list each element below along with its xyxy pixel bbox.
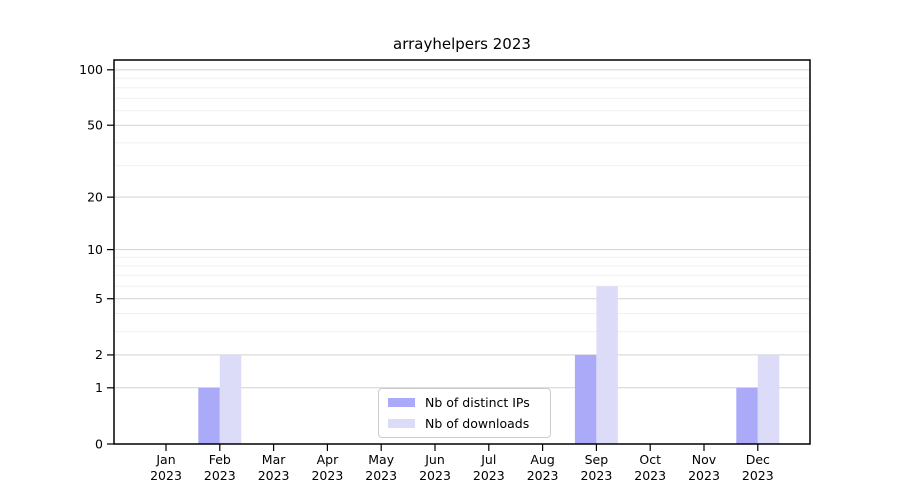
x-tick-label-year: 2023	[634, 468, 666, 483]
x-tick-label-year: 2023	[419, 468, 451, 483]
legend-label-distinct-ips: Nb of distinct IPs	[425, 395, 530, 411]
bar-sep-distinct-ips	[574, 354, 597, 444]
x-tick-label-month: Oct	[639, 452, 661, 467]
x-tick-label-year: 2023	[580, 468, 612, 483]
legend-label-downloads: Nb of downloads	[425, 415, 530, 431]
plot-border	[113, 59, 811, 445]
x-tick-label-month: Dec	[746, 452, 770, 467]
x-tick-label-year: 2023	[742, 468, 774, 483]
y-tick-label: 20	[87, 189, 103, 204]
bar-feb-distinct-ips	[198, 387, 220, 444]
y-tick-label: 2	[95, 347, 103, 362]
x-tick-label-month: Feb	[209, 452, 231, 467]
y-tick-label: 0	[95, 436, 103, 451]
y-tick-label: 50	[87, 118, 103, 133]
x-tick-label-month: Mar	[262, 452, 286, 467]
legend: Nb of distinct IPs Nb of downloads	[378, 388, 551, 438]
x-tick-label-month: Aug	[530, 452, 554, 467]
legend-swatch-downloads	[388, 418, 415, 428]
x-tick-label-month: Sep	[585, 452, 609, 467]
x-tick-label-month: Jan	[155, 452, 175, 467]
x-tick-label-month: May	[368, 452, 394, 467]
y-tick-label: 1	[95, 380, 103, 395]
x-tick-label-month: Apr	[317, 452, 339, 467]
chart-title: arrayhelpers 2023	[393, 35, 531, 53]
x-tick-label-year: 2023	[527, 468, 559, 483]
y-tick-label: 10	[87, 242, 103, 257]
x-tick-label-year: 2023	[365, 468, 397, 483]
x-tick-label-year: 2023	[204, 468, 236, 483]
legend-item-distinct-ips: Nb of distinct IPs	[388, 394, 541, 412]
x-tick-label-year: 2023	[258, 468, 290, 483]
x-tick-label-year: 2023	[688, 468, 720, 483]
legend-item-downloads: Nb of downloads	[388, 415, 541, 433]
x-tick-label-month: Nov	[692, 452, 717, 467]
bar-feb-downloads	[219, 354, 242, 444]
y-tick-label: 100	[79, 62, 103, 77]
bar-dec-downloads	[757, 354, 780, 444]
x-tick-label-month: Jun	[424, 452, 445, 467]
x-tick-label-year: 2023	[311, 468, 343, 483]
bar-sep-downloads	[596, 286, 618, 444]
x-tick-label-month: Jul	[480, 452, 496, 467]
y-tick-label: 5	[95, 291, 103, 306]
bar-dec-distinct-ips	[736, 387, 758, 444]
x-tick-label-year: 2023	[150, 468, 182, 483]
x-tick-label-year: 2023	[473, 468, 505, 483]
legend-swatch-distinct-ips	[388, 398, 415, 408]
